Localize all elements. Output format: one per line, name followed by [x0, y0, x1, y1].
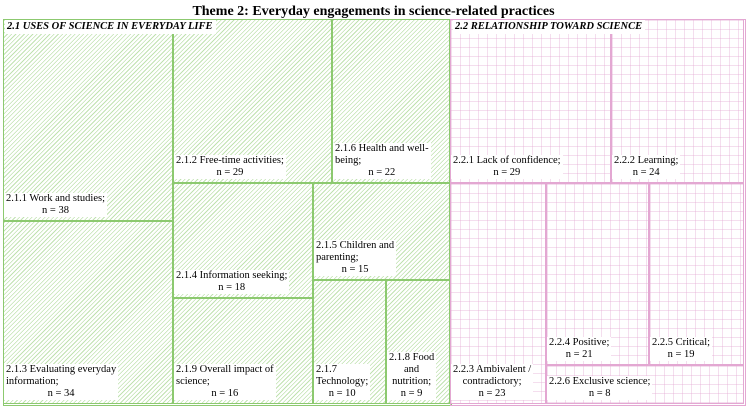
section-a-heading: 2.1 USES OF SCIENCE IN EVERYDAY LIFE — [5, 20, 216, 34]
section-b-heading: 2.2 RELATIONSHIP TOWARD SCIENCE — [453, 20, 646, 34]
label-technology: 2.1.7 Technology; n = 10 — [314, 364, 371, 400]
diagram-title: Theme 2: Everyday engagements in science… — [192, 4, 555, 19]
label-children-and-parenting: 2.1.5 Children and parenting; n = 15 — [314, 240, 397, 276]
tile-work-and-studies — [3, 19, 173, 221]
tile-positive — [546, 183, 649, 365]
label-food-and-nutrition: 2.1.8 Food and nutrition; n = 9 — [387, 352, 437, 400]
label-positive: 2.2.4 Positive; n = 21 — [547, 337, 612, 361]
label-work-and-studies: 2.1.1 Work and studies; n = 38 — [4, 193, 107, 217]
label-evaluating-everyday-information: 2.1.3 Evaluating everyday information; n… — [4, 364, 119, 400]
label-free-time-activities: 2.1.2 Free-time activities; n = 29 — [174, 155, 286, 179]
label-lack-of-confidence: 2.2.1 Lack of confidence; n = 29 — [451, 155, 563, 179]
tile-critical — [649, 183, 744, 365]
label-learning: 2.2.2 Learning; n = 24 — [612, 155, 681, 179]
label-overall-impact-of-science: 2.1.9 Overall impact of science; n = 16 — [174, 364, 276, 400]
label-critical: 2.2.5 Critical; n = 19 — [650, 337, 713, 361]
label-ambivalent-contradictory: 2.2.3 Ambivalent / contradictory; n = 23 — [451, 364, 534, 400]
label-exclusive-science: 2.2.6 Exclusive science; n = 8 — [547, 376, 653, 400]
label-health-and-wellbeing: 2.1.6 Health and well- being; n = 22 — [333, 143, 431, 179]
label-information-seeking: 2.1.4 Information seeking; n = 18 — [174, 270, 290, 294]
